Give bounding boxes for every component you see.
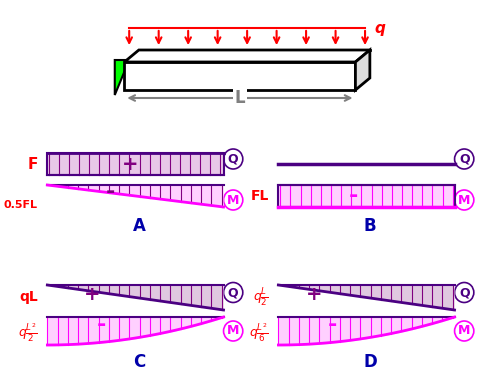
Text: 0.5FL: 0.5FL — [4, 200, 38, 210]
Text: A: A — [133, 217, 146, 235]
Text: L: L — [235, 89, 245, 107]
Text: C: C — [133, 353, 145, 371]
Text: Q: Q — [228, 286, 239, 299]
Text: $q\frac{L}{2}$: $q\frac{L}{2}$ — [253, 286, 269, 308]
Text: -: - — [328, 316, 337, 335]
Text: M: M — [227, 194, 240, 207]
Bar — [278, 185, 454, 207]
Polygon shape — [48, 285, 224, 310]
Bar — [48, 153, 224, 175]
Text: Q: Q — [228, 152, 239, 165]
Text: Q: Q — [459, 286, 470, 299]
Text: F: F — [27, 157, 38, 172]
Polygon shape — [278, 285, 454, 310]
Text: -: - — [97, 316, 106, 335]
Text: FL: FL — [250, 189, 269, 203]
Text: M: M — [458, 324, 470, 338]
Polygon shape — [124, 50, 370, 62]
Text: +: + — [305, 285, 322, 304]
Text: -: - — [106, 181, 116, 202]
Text: $q\frac{L^2}{6}$: $q\frac{L^2}{6}$ — [249, 322, 269, 344]
Text: +: + — [84, 285, 100, 304]
Text: q: q — [375, 21, 386, 36]
Polygon shape — [115, 60, 129, 95]
Text: qL: qL — [19, 290, 38, 304]
Bar — [124, 62, 355, 90]
Polygon shape — [48, 185, 224, 207]
Text: $q\frac{L^2}{2}$: $q\frac{L^2}{2}$ — [18, 322, 38, 344]
Text: +: + — [121, 154, 138, 173]
Text: -: - — [349, 186, 358, 206]
Text: B: B — [364, 217, 376, 235]
Polygon shape — [355, 50, 370, 90]
Text: Q: Q — [459, 152, 470, 165]
Text: M: M — [227, 324, 240, 338]
Text: M: M — [458, 194, 470, 207]
Text: D: D — [363, 353, 377, 371]
